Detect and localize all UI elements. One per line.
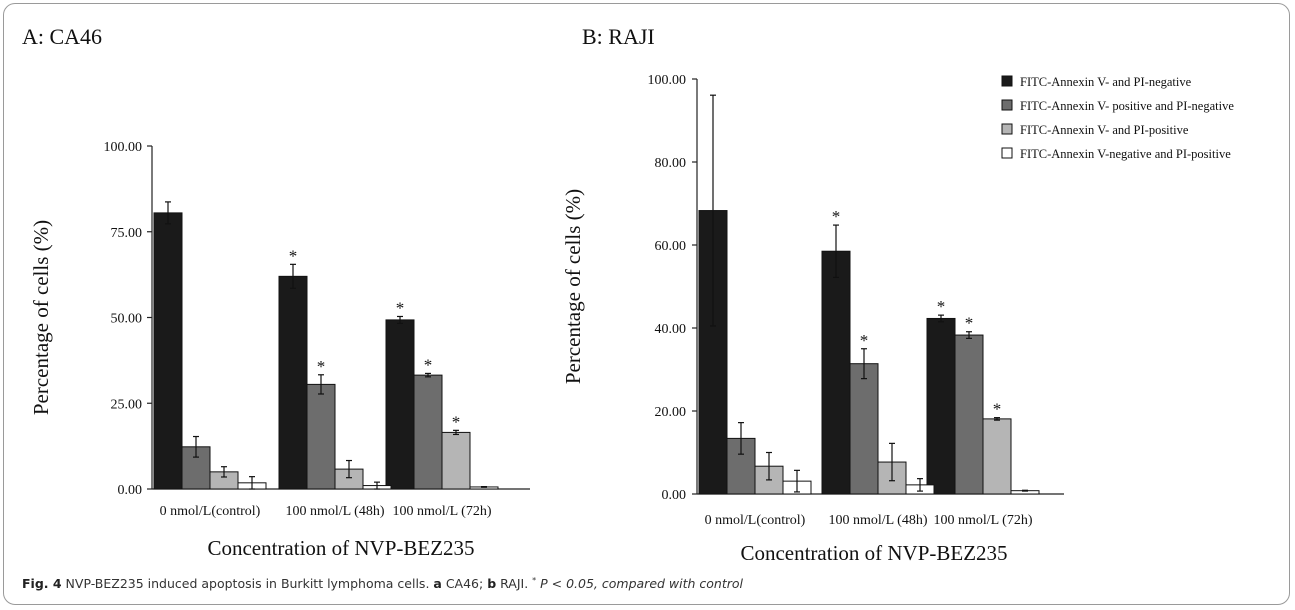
bar-b <box>982 418 1012 495</box>
legend-entry: FITC-Annexin V- positive and PI-negative <box>1020 99 1234 113</box>
y-tick-label-a: 50.00 <box>111 312 143 327</box>
y-tick-label-b: 100.00 <box>648 73 687 88</box>
figure-frame <box>3 3 1290 605</box>
significance-star-b: * <box>965 314 974 333</box>
y-tick-label-a: 75.00 <box>111 226 143 241</box>
legend: FITC-Annexin V- and PI-negative FITC-Anne… <box>1001 75 1234 161</box>
caption-b-letter: b <box>487 576 497 592</box>
legend-entry: FITC-Annexin V- and PI-negative <box>1020 75 1192 89</box>
y-tick-label-b: 80.00 <box>655 156 687 171</box>
legend-swatch <box>1001 75 1013 87</box>
y-tick-label-a: 100.00 <box>104 140 143 155</box>
significance-star-a: * <box>289 246 298 265</box>
y-tick-label-a: 0.00 <box>118 483 143 498</box>
caption-b-text: RAJI. <box>496 576 533 592</box>
caption-p-text: P < 0.05, compared with control <box>536 576 744 592</box>
significance-star-b: * <box>937 297 946 316</box>
significance-star-a: * <box>452 412 461 431</box>
significance-star-a: * <box>396 298 405 317</box>
legend-entry: FITC-Annexin V-negative and PI-positive <box>1020 147 1231 161</box>
bar-a <box>441 431 471 490</box>
bar-a <box>278 275 308 490</box>
legend-swatch <box>1001 99 1013 111</box>
panel-b-title: B: RAJI <box>582 24 655 49</box>
caption-star: * <box>532 576 537 585</box>
bar-b <box>926 317 956 495</box>
figure-caption: Fig. 4 NVP-BEZ235 induced apoptosis in B… <box>22 576 1272 591</box>
y-axis-label-b: Percentage of cells (%) <box>561 189 585 384</box>
y-tick-label-a: 25.00 <box>111 397 143 412</box>
bar-a <box>181 446 211 490</box>
caption-a-letter: a <box>433 576 442 592</box>
y-tick-label-b: 20.00 <box>655 405 687 420</box>
significance-star-b: * <box>832 207 841 226</box>
bar-b <box>821 250 851 495</box>
panel-a-chart: 0.00 25.00 50.00 75.00 100.00 * * * * * 0 nmol/L(c… <box>29 140 530 560</box>
y-tick-label-b: 0.00 <box>662 488 687 503</box>
bar-a <box>306 383 336 490</box>
caption-a-text: CA46; <box>441 576 488 592</box>
panel-a-title: A: CA46 <box>22 24 102 49</box>
x-tick-label-b: 100 nmol/L (48h) <box>828 513 927 528</box>
y-tick-label-b: 60.00 <box>655 239 687 254</box>
caption-label: Fig. 4 <box>22 576 62 592</box>
bar-a <box>385 319 415 490</box>
figure-canvas: A: CA46 B: RAJI 0.00 25.00 50.00 75.00 100.0… <box>22 24 1234 565</box>
x-axis-label-b: Concentration of NVP-BEZ235 <box>740 541 1007 565</box>
x-tick-label-a: 100 nmol/L (48h) <box>285 504 384 519</box>
x-axis-label-a: Concentration of NVP-BEZ235 <box>207 536 474 560</box>
significance-star-b: * <box>993 400 1002 419</box>
significance-star-b: * <box>860 331 869 350</box>
legend-swatch <box>1001 123 1013 135</box>
bar-a <box>413 374 443 490</box>
y-axis-label-a: Percentage of cells (%) <box>29 220 53 415</box>
legend-entry: FITC-Annexin V- and PI-positive <box>1020 123 1189 137</box>
bar-b <box>849 363 879 495</box>
bar-b <box>954 334 984 495</box>
panel-b-chart: 0.00 20.00 40.00 60.00 80.00 100.00 * * * * * 0 nmo… <box>561 73 1064 565</box>
x-tick-label-a: 100 nmol/L (72h) <box>392 504 491 519</box>
bar-a <box>153 212 183 490</box>
significance-star-a: * <box>424 355 433 374</box>
caption-text: NVP-BEZ235 induced apoptosis in Burkitt … <box>61 576 434 592</box>
significance-star-a: * <box>317 357 326 376</box>
x-tick-label-a: 0 nmol/L(control) <box>160 504 261 519</box>
y-tick-label-b: 40.00 <box>655 322 687 337</box>
x-tick-label-b: 100 nmol/L (72h) <box>933 513 1032 528</box>
x-tick-label-b: 0 nmol/L(control) <box>705 513 806 528</box>
legend-swatch <box>1001 147 1013 159</box>
